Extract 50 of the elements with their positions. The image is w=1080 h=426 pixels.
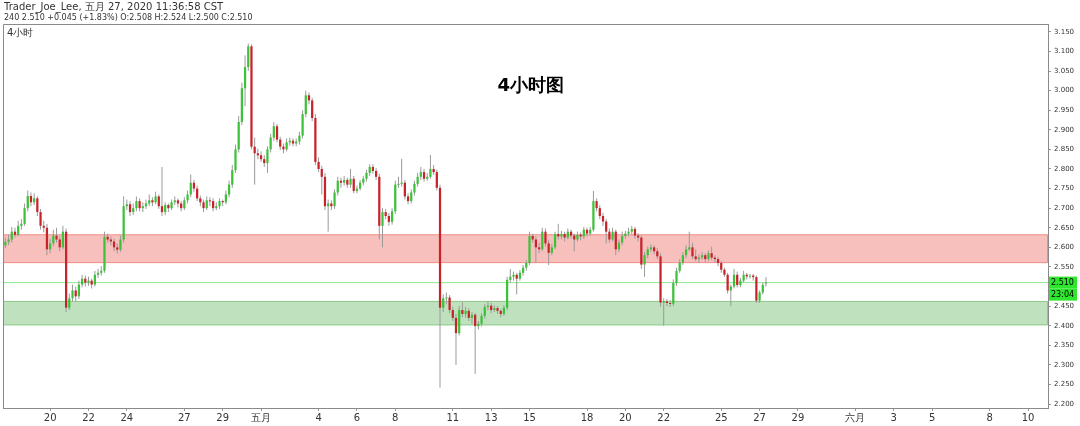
x-tick-label: 4 — [315, 411, 322, 423]
candlestick — [665, 298, 669, 307]
candlestick — [429, 154, 432, 180]
candlestick — [359, 179, 362, 192]
x-tick-label: 20 — [43, 411, 57, 423]
x-tick-label: 3 — [890, 411, 897, 423]
x-tick-label: 20 — [619, 411, 632, 423]
x-tick-label: 六月 — [845, 411, 866, 423]
x-tick-label: 22 — [82, 411, 95, 423]
text: 23:04 — [1051, 289, 1075, 299]
x-tick-label: 27 — [177, 411, 191, 423]
candlestick — [521, 264, 525, 277]
x-tick-label: 22 — [657, 411, 671, 423]
candlestick — [668, 299, 672, 308]
ref-line-label: 2.510 — [1051, 277, 1074, 287]
candlestick — [343, 175, 346, 186]
candlestick — [349, 168, 352, 189]
candlestick — [208, 196, 212, 207]
candlestick — [275, 123, 279, 143]
text: 4小时图 — [497, 73, 564, 95]
x-tick-label: 8 — [392, 411, 399, 423]
x-tick-label: 15 — [523, 411, 536, 423]
x-tick-label: 25 — [714, 411, 728, 423]
x-tick-label: 29 — [216, 411, 230, 423]
x-tick-label: 18 — [580, 411, 594, 423]
x-tick-label: 27 — [753, 411, 766, 423]
x-tick-label: 8 — [986, 411, 993, 423]
x-tick-label: 11 — [446, 411, 460, 423]
x-tick-label: 29 — [791, 411, 805, 423]
text: Trader_Joe_Lee, 五月 27, 2020 11:36:58 CST — [3, 0, 225, 13]
candlestick — [518, 269, 522, 282]
candlestick — [381, 207, 384, 248]
x-tick-label: 6 — [353, 411, 361, 423]
annotation: 4小时 — [7, 26, 34, 38]
x-tick-label: 10 — [1021, 411, 1035, 423]
candlestick — [144, 199, 148, 210]
candlestick — [445, 291, 448, 305]
x-tick-label: 5 — [928, 411, 936, 423]
candlestick — [339, 177, 343, 189]
candlestick — [764, 276, 768, 288]
x-tick-label: 五月 — [251, 411, 272, 423]
x-tick-label: 13 — [484, 411, 498, 423]
candlestick — [387, 212, 390, 227]
text: 240 2.510 +0.045 (+1.83%) O:2.508 H:2.524 L:2.500 C:2.510 — [4, 13, 253, 23]
candlestick — [643, 251, 646, 278]
candlestick — [662, 297, 665, 327]
x-tick-label: 24 — [120, 411, 134, 423]
candlestick — [649, 243, 653, 253]
candlestick — [755, 275, 758, 304]
candlestick — [256, 148, 259, 160]
